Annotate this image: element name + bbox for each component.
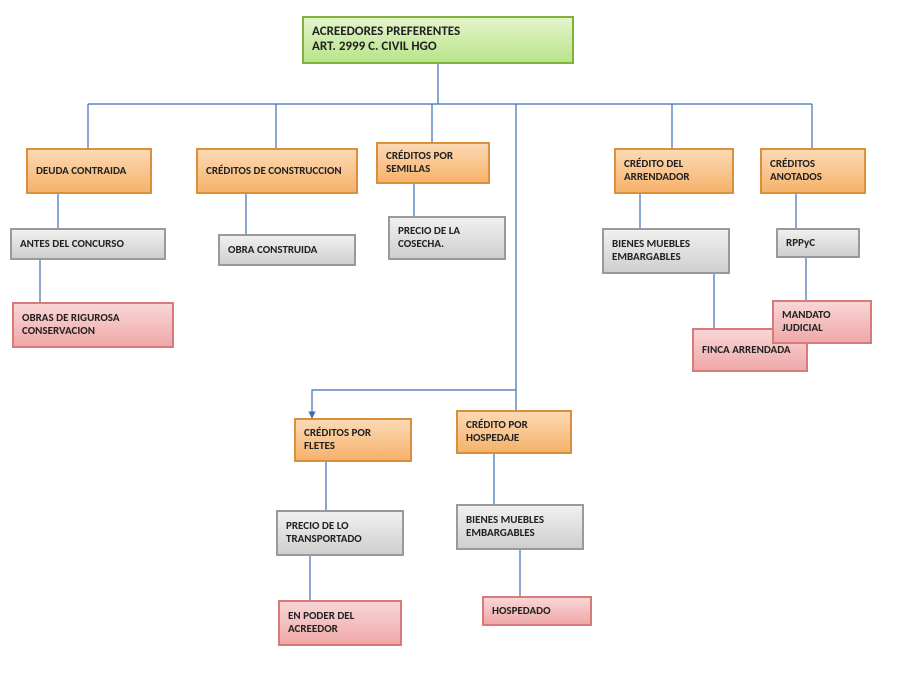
node-n2: CRÉDITOS DE CONSTRUCCION — [196, 148, 358, 194]
node-n5: CRÉDITOS ANOTADOS — [760, 148, 866, 194]
node-n3: CRÉDITOS POR SEMILLAS — [376, 142, 490, 184]
node-g5: RPPyC — [776, 228, 860, 258]
node-g2: OBRA CONSTRUIDA — [218, 234, 356, 266]
node-g1: ANTES DEL CONCURSO — [10, 228, 166, 260]
node-p5: MANDATO JUDICIAL — [772, 300, 872, 344]
node-fg: PRECIO DE LO TRANSPORTADO — [276, 510, 404, 556]
node-hsp: CRÉDITO POR HOSPEDAJE — [456, 410, 572, 454]
node-fp: EN PODER DEL ACREEDOR — [278, 600, 402, 646]
node-g3: PRECIO DE LA COSECHA. — [388, 216, 506, 260]
node-fle: CRÉDITOS POR FLETES — [294, 418, 412, 462]
node-g4: BIENES MUEBLES EMBARGABLES — [602, 228, 730, 274]
node-hp: HOSPEDADO — [482, 596, 592, 626]
node-n1: DEUDA CONTRAIDA — [26, 148, 152, 194]
node-hg: BIENES MUEBLES EMBARGABLES — [456, 504, 584, 550]
node-root: ACREEDORES PREFERENTES ART. 2999 C. CIVI… — [302, 16, 574, 64]
node-n4: CRÉDITO DEL ARRENDADOR — [614, 148, 734, 194]
flowchart-canvas: ACREEDORES PREFERENTES ART. 2999 C. CIVI… — [0, 0, 900, 700]
node-p1: OBRAS DE RIGUROSA CONSERVACION — [12, 302, 174, 348]
